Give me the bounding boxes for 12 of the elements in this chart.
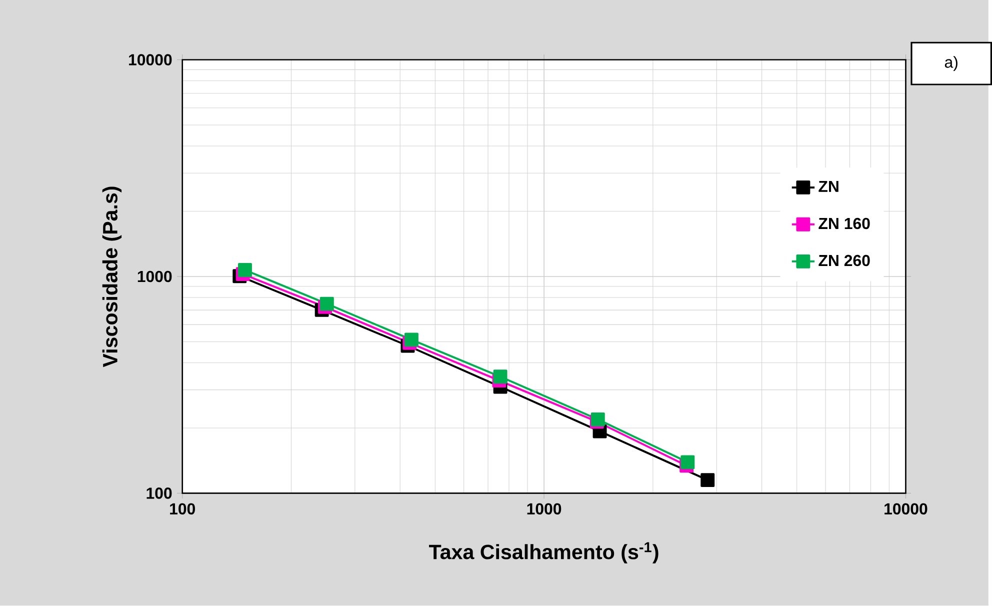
y-tick-label: 10000 [129,54,172,66]
y-axis-title: Viscosidade (Pa.s) [102,186,122,368]
x-axis-title: Taxa Cisalhamento (s$^{-1}$) [429,542,658,564]
legend-label: ZN [818,181,838,192]
text: a) [944,56,958,72]
x-tick-label: 10000 [884,503,928,515]
legend-label: ZN 160 [818,218,870,230]
legend-label: ZN 260 [818,254,870,266]
y-tick-label: 100 [146,488,172,499]
y-tick-label: 1000 [138,270,172,282]
x-tick-label: 1000 [527,503,562,515]
x-tick-label: 100 [170,503,195,515]
